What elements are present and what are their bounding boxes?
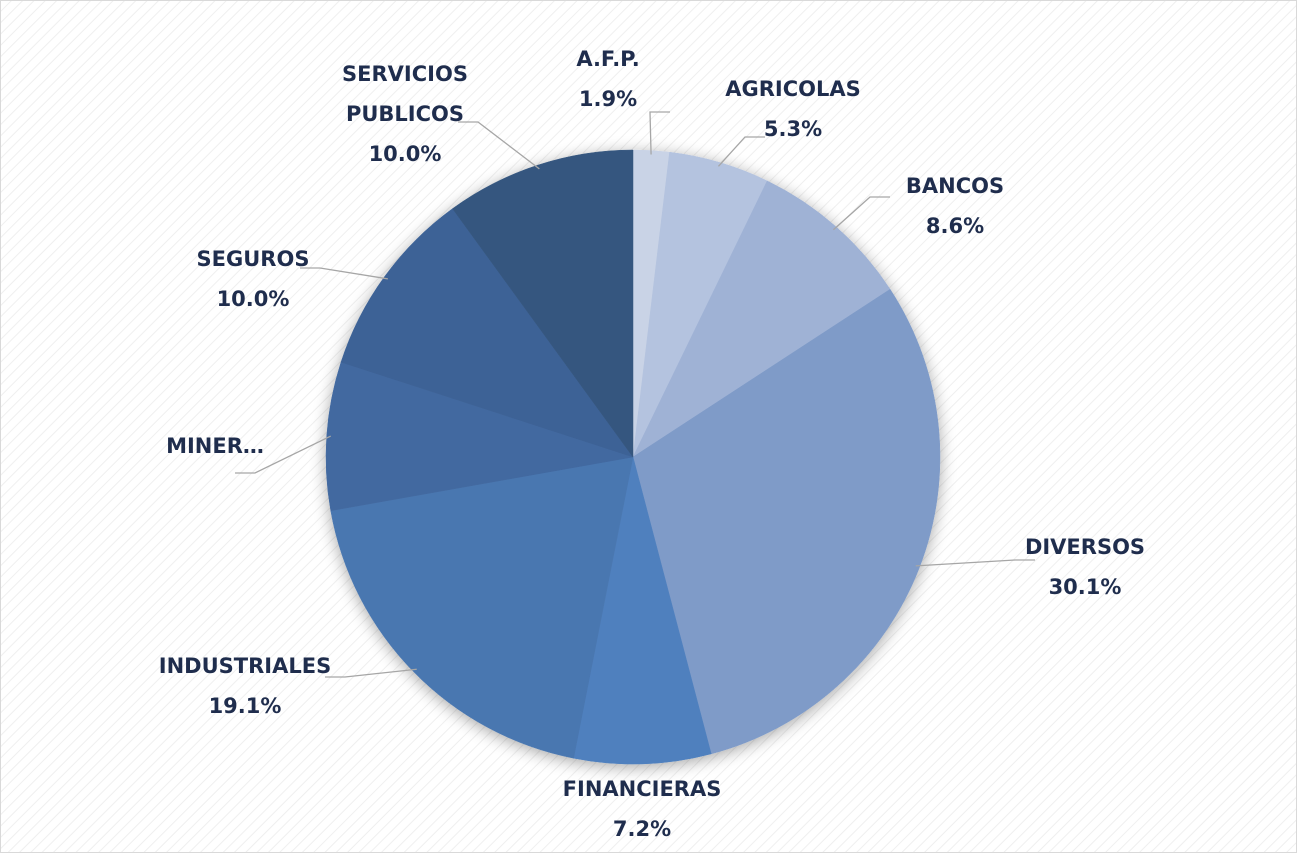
pie-slice — [452, 149, 634, 458]
category-label: DIVERSOS — [1025, 535, 1145, 559]
category-label: SEGUROS — [197, 247, 310, 271]
leader-line — [832, 196, 890, 231]
pie-slice — [573, 456, 712, 765]
leader-line — [915, 559, 1035, 567]
value-label: 1.9% — [579, 87, 637, 111]
category-label: A.F.P. — [576, 47, 639, 71]
value-label: 30.1% — [1049, 575, 1122, 599]
value-label: 8.6% — [926, 214, 984, 238]
pie-slice — [325, 361, 634, 512]
pie-slice — [340, 208, 634, 458]
leader-line — [717, 136, 765, 167]
leader-line — [235, 435, 332, 474]
category-label: INDUSTRIALES — [159, 654, 331, 678]
value-label: 7.2% — [613, 817, 671, 841]
value-label: 19.1% — [209, 694, 282, 718]
pie-slice — [330, 456, 634, 759]
pie — [325, 149, 941, 765]
value-label: 5.3% — [764, 117, 822, 141]
category-label: AGRICOLAS — [725, 77, 861, 101]
value-label: 10.0% — [369, 142, 442, 166]
category-label: SERVICIOS PUBLICOS — [342, 62, 468, 126]
category-label: MINER… — [166, 434, 264, 458]
category-label: FINANCIERAS — [563, 777, 722, 801]
leader-line — [649, 111, 670, 155]
value-label: 10.0% — [217, 287, 290, 311]
pie-slice — [632, 288, 941, 755]
leader-line — [458, 121, 540, 170]
category-label: BANCOS — [906, 174, 1004, 198]
leader-line — [300, 267, 388, 280]
leader-line — [325, 668, 417, 678]
